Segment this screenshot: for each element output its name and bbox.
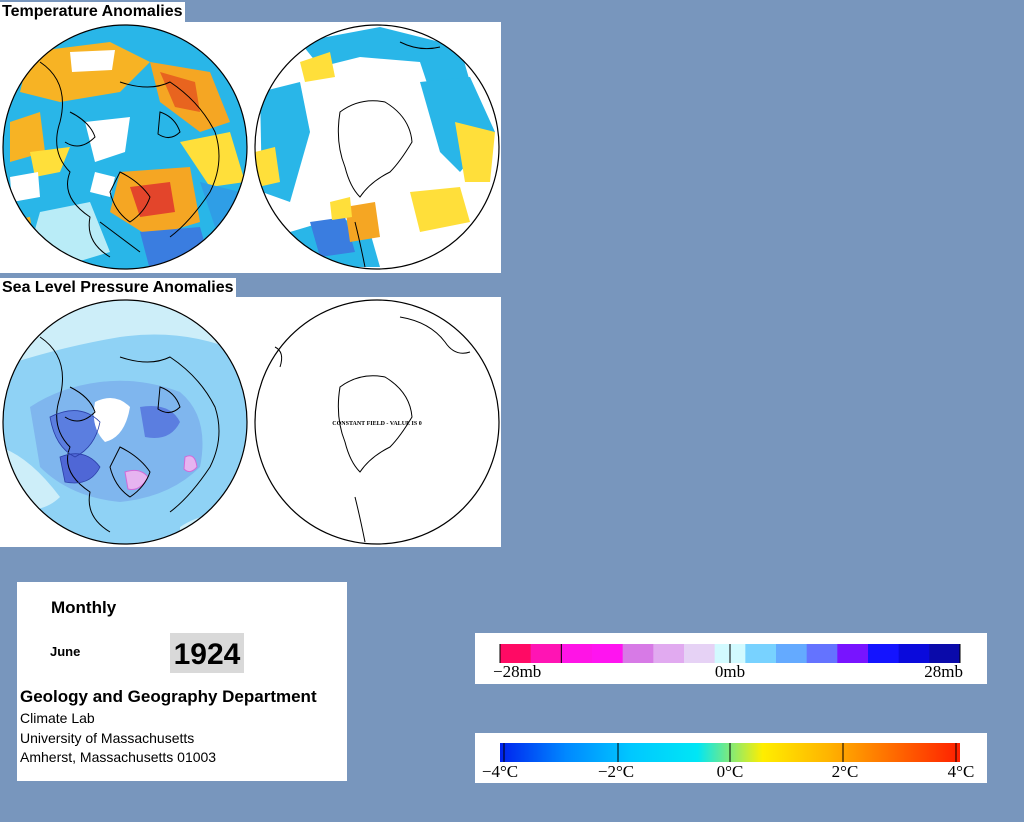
pressure-swatch [745,644,777,663]
info-panel: Monthly June 1924 Geology and Geography … [17,582,347,781]
temperature-legend: −4°C −2°C 0°C 2°C 4°C [475,733,987,783]
address-line-2: University of Massachusetts [20,730,195,746]
south-map-outline [254,24,500,270]
pressure-label-zero: 0mb [715,662,745,681]
pressure-swatch [806,644,838,663]
temperature-south-map [255,25,499,269]
pressure-swatch [530,644,562,663]
temperature-maps-panel [0,22,501,273]
pressure-swatch [653,644,685,663]
temp-label-m2: −2°C [598,762,634,781]
north-pressure-outline [2,299,248,545]
pressure-north-map [3,300,247,544]
temperature-maps [2,24,500,270]
temp-label-0: 0°C [717,762,744,781]
pressure-swatch [929,644,961,663]
pressure-swatch [837,644,869,663]
pressure-south-map: CONSTANT FIELD - VALUE IS 0 [254,299,500,545]
pressure-swatch [868,644,900,663]
pressure-title: Sea Level Pressure Anomalies [0,278,236,298]
pressure-swatch [684,644,716,663]
address-line-1: Climate Lab [20,710,95,726]
pressure-swatch [898,644,930,663]
department-name: Geology and Geography Department [20,687,317,706]
pressure-maps: CONSTANT FIELD - VALUE IS 0 [2,299,500,545]
pressure-swatch [561,644,593,663]
month-label: June [50,644,81,659]
temp-label-4: 4°C [948,762,975,781]
pressure-legend: −28mb 0mb 28mb [475,633,987,684]
pressure-swatch [622,644,654,663]
address-line-3: Amherst, Massachusetts 01003 [20,749,217,765]
north-map-outline [2,24,248,270]
temperature-north-map [3,25,247,269]
pressure-swatch [500,644,532,663]
pressure-swatches [499,644,961,663]
pressure-label-max: 28mb [924,662,963,681]
constant-field-label: CONSTANT FIELD - VALUE IS 0 [332,421,421,427]
pressure-color-bar: −28mb 0mb 28mb [493,644,963,681]
pressure-swatch [592,644,624,663]
pressure-swatch [776,644,808,663]
temperature-title: Temperature Anomalies [0,2,185,22]
temperature-ticks [503,743,957,762]
temp-label-2: 2°C [832,762,859,781]
year-display: 1924 [170,633,244,673]
pressure-label-min: −28mb [493,662,541,681]
temp-label-m4: −4°C [482,762,518,781]
pressure-maps-panel: CONSTANT FIELD - VALUE IS 0 [0,297,501,547]
temperature-color-bar: −4°C −2°C 0°C 2°C 4°C [482,743,975,781]
period-label: Monthly [51,598,117,617]
